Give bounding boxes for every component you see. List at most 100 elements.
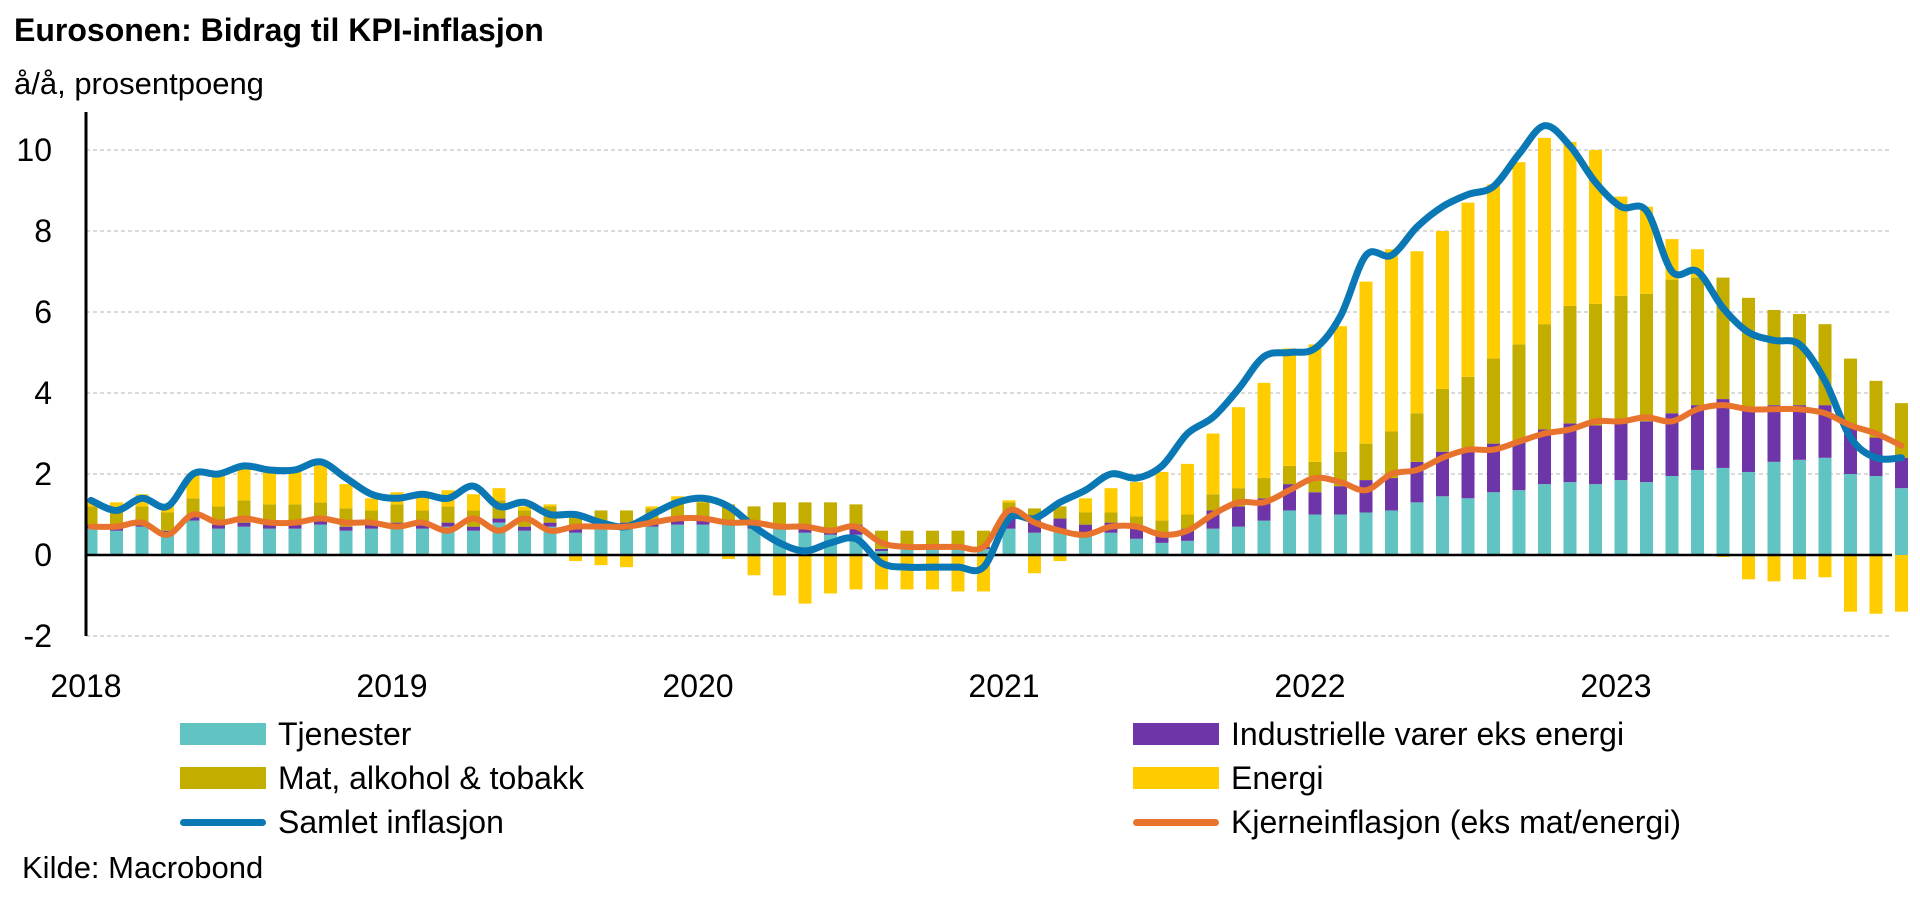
bar-tjenester	[1436, 496, 1449, 555]
bar-industrielle	[1359, 480, 1373, 513]
bar-tjenester	[212, 528, 225, 555]
bar-energi	[1206, 433, 1220, 495]
bar-mat	[1257, 478, 1271, 499]
bar-mat	[1104, 512, 1118, 523]
bar-energi	[1461, 202, 1475, 377]
bar-energi	[1359, 281, 1373, 444]
bar-energi	[1283, 348, 1296, 466]
bar-mat	[161, 512, 174, 531]
bar-energi	[416, 494, 429, 511]
bar-energi	[518, 506, 531, 511]
bar-energi	[951, 555, 965, 592]
bar-energi	[798, 555, 812, 604]
bar-energi	[1538, 137, 1551, 325]
chart-title: Eurosonen: Bidrag til KPI-inflasjon	[14, 12, 544, 48]
bar-mat	[900, 530, 914, 547]
bar-tjenester	[1155, 542, 1169, 555]
bar-tjenester	[339, 530, 353, 555]
bar-industrielle	[314, 520, 327, 525]
bar-tjenester	[1563, 482, 1577, 555]
bar-industrielle	[569, 528, 582, 533]
bar-energi	[1895, 555, 1908, 612]
bar-tjenester	[900, 548, 914, 555]
bar-industrielle	[1563, 423, 1577, 483]
x-tick-label: 2019	[356, 668, 427, 704]
bar-industrielle	[186, 516, 200, 521]
bar-mat	[441, 506, 455, 523]
bar-industrielle	[1155, 532, 1169, 543]
bar-energi	[900, 555, 914, 590]
bar-energi	[1257, 382, 1271, 479]
y-tick-label: 0	[34, 537, 52, 573]
bar-industrielle	[416, 524, 429, 529]
line-kjerne	[88, 402, 1905, 553]
bar-tjenester	[467, 530, 480, 555]
bar-mat	[1053, 506, 1067, 519]
bar-tjenester	[1793, 459, 1806, 555]
bar-tjenester	[1410, 502, 1424, 555]
legend-label: Tjenester	[278, 715, 412, 752]
chart-subtitle: å/å, prosentpoeng	[14, 66, 264, 101]
bar-tjenester	[722, 524, 735, 555]
bar-energi	[620, 555, 633, 568]
bar-mat	[849, 504, 863, 525]
bar-tjenester	[416, 528, 429, 555]
bar-energi	[1614, 196, 1628, 296]
y-tick-label: 6	[34, 294, 52, 330]
legend-item-industrielle: Industrielle varer eks energi	[1133, 714, 1624, 754]
bar-industrielle	[798, 528, 812, 533]
legend-label: Kjerneinflasjon (eks mat/energi)	[1231, 803, 1681, 840]
bar-tjenester	[1716, 467, 1730, 555]
bar-energi	[1563, 141, 1577, 306]
legend-swatch	[1133, 723, 1219, 745]
legend-item-mat: Mat, alkohol & tobakk	[180, 758, 584, 798]
x-tick-label: 2021	[968, 668, 1039, 704]
bar-energi	[1053, 555, 1067, 562]
bar-industrielle	[1232, 506, 1245, 527]
bar-tjenester	[1385, 510, 1398, 555]
bar-tjenester	[671, 524, 684, 555]
bar-tjenester	[1895, 488, 1908, 555]
bar-energi	[1793, 555, 1806, 580]
bar-energi	[110, 502, 123, 509]
bar-mat	[824, 502, 837, 531]
bar-tjenester	[365, 528, 378, 555]
bar-industrielle	[1614, 421, 1628, 481]
bar-mat	[1436, 388, 1449, 452]
bar-tjenester	[84, 528, 98, 555]
bar-tjenester	[1742, 471, 1755, 555]
bar-tjenester	[569, 532, 582, 555]
chart-svg: -2 0 2 4 6 8 10 2018 2019 2020 2021 2022 2023	[16, 112, 1908, 704]
bar-mat	[390, 504, 404, 523]
bar-energi	[1410, 251, 1424, 414]
bar-energi	[1436, 231, 1449, 389]
bar-tjenester	[314, 524, 327, 555]
bar-energi	[1028, 555, 1041, 574]
bar-tjenester	[1538, 484, 1551, 555]
bar-mat	[1844, 358, 1857, 426]
bar-tjenester	[1334, 514, 1347, 555]
bar-mat	[1691, 277, 1704, 406]
bar-tjenester	[135, 526, 149, 555]
bar-tjenester	[926, 548, 939, 555]
bar-industrielle	[1767, 405, 1781, 462]
legend-label: Mat, alkohol & tobakk	[278, 759, 584, 796]
bar-mat	[620, 510, 633, 523]
legend-swatch	[1133, 818, 1219, 826]
bar-energi	[1385, 249, 1398, 432]
x-tick-label: 2023	[1580, 668, 1651, 704]
bar-mat	[1563, 305, 1577, 424]
bar-tjenester	[1461, 498, 1475, 555]
bar-tjenester	[1589, 484, 1602, 555]
bar-energi	[1308, 344, 1322, 462]
bar-energi	[237, 467, 251, 501]
bar-energi	[492, 488, 506, 501]
bar-energi	[1104, 488, 1118, 513]
bar-tjenester	[237, 526, 251, 555]
bar-industrielle	[467, 526, 480, 531]
bar-mat	[773, 502, 786, 525]
bar-industrielle	[518, 526, 531, 531]
bar-energi	[1818, 555, 1832, 578]
bar-industrielle	[1308, 492, 1322, 515]
bar-mat	[1538, 324, 1551, 430]
